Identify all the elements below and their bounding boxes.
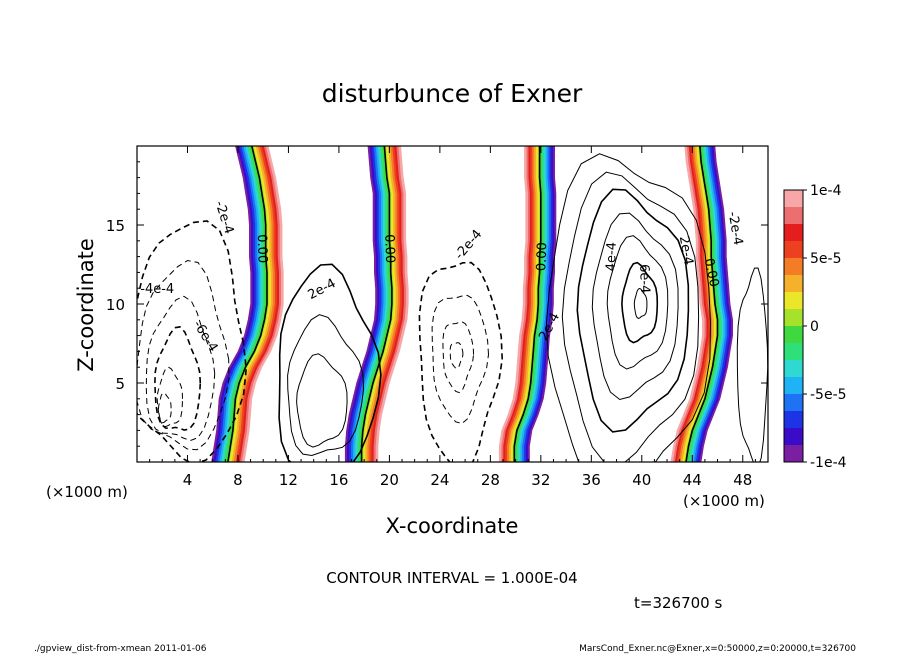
- contour-label: 6e-4: [636, 264, 652, 294]
- colorbar-tick-label: 0: [810, 319, 819, 335]
- plot-area: 0.00 0.00 0.000.00-2e-4-4e-4-6e-42e-4-2e-4…: [106, 145, 769, 489]
- contour-label: -2e-4: [725, 210, 746, 246]
- x-tick-label: 36: [582, 471, 601, 489]
- colorbar-swatch: [784, 343, 803, 361]
- negative-contour: [137, 220, 248, 462]
- zero-contour: [227, 146, 268, 462]
- footer-left: ./gpview_dist-from-xmean 2011-01-06: [34, 644, 207, 654]
- colorbar-tick-label: 5e-5: [810, 251, 841, 267]
- colorbar-swatch: [784, 275, 803, 293]
- colorbar-swatch: [784, 360, 803, 378]
- x-tick-label: 4: [183, 471, 193, 489]
- zero-contour: [513, 146, 542, 462]
- y-axis-label: Z-coordinate: [74, 238, 98, 372]
- y-tick-label: 15: [106, 217, 125, 235]
- negative-contour: [157, 392, 172, 424]
- positive-contour: [606, 235, 669, 370]
- zero-contour: [685, 146, 719, 462]
- colorbar-tick-label: 1e-4: [810, 183, 842, 199]
- contour-label: 0.00: [254, 234, 270, 263]
- contour-label: 0.00: [381, 234, 397, 263]
- x-unit-right: (×1000 m): [683, 492, 765, 510]
- contour-label: 0.00: [534, 242, 550, 271]
- colorbar-swatch: [784, 241, 803, 259]
- colorbar: 1e-4 5e-5 0 -5e-5 -1e-4: [783, 183, 847, 471]
- negative-contour: [145, 295, 216, 442]
- negative-contour: [418, 261, 504, 462]
- negative-contour: [449, 342, 464, 370]
- shaded-band-stripe: [375, 146, 409, 462]
- x-tick-label: 16: [329, 471, 348, 489]
- shaded-band-stripe: [241, 146, 284, 462]
- positive-contour: [545, 153, 712, 462]
- positive-contour: [278, 263, 382, 462]
- negative-contour: [154, 326, 202, 431]
- x-tick-label: 28: [481, 471, 500, 489]
- positive-contour: [287, 314, 365, 457]
- positive-contour: [621, 261, 659, 344]
- zero-contour: [360, 146, 393, 462]
- x-tick-label: 8: [233, 471, 243, 489]
- negative-contour: [442, 321, 475, 394]
- colorbar-swatch: [784, 445, 803, 463]
- footer-right: MarsCond_Exner.nc@Exner,x=0:50000,z=0:20…: [579, 644, 856, 654]
- contour-interval-label: CONTOUR INTERVAL = 1.000E-04: [326, 569, 577, 587]
- contour-label: -4e-4: [140, 282, 174, 297]
- colorbar-swatch: [784, 190, 803, 208]
- shaded-band-stripe: [670, 146, 705, 462]
- contour-label: 2e-4: [676, 235, 696, 266]
- colorbar-swatch: [784, 258, 803, 276]
- colorbar-tick-label: -1e-4: [810, 455, 847, 471]
- positive-contour: [576, 188, 690, 433]
- y-tick-label: 10: [106, 296, 125, 314]
- positive-contour: [296, 353, 348, 448]
- x-tick-label: 48: [733, 471, 752, 489]
- y-tick-label: 5: [115, 375, 125, 393]
- contour-label-text: 0.00: [381, 234, 397, 263]
- colorbar-swatch: [784, 207, 803, 225]
- time-label: t=326700 s: [634, 594, 722, 612]
- contour-label-text: -2e-4: [725, 210, 746, 246]
- x-unit-left: (×1000 m): [46, 483, 128, 501]
- x-tick-label: 32: [531, 471, 550, 489]
- x-tick-label: 40: [632, 471, 651, 489]
- colorbar-swatch: [784, 428, 803, 446]
- colorbar-swatch: [784, 292, 803, 310]
- chart-title: disturbunce of Exner: [322, 79, 583, 108]
- contour-label: 4e-4: [604, 242, 620, 272]
- x-tick-label: 24: [430, 471, 449, 489]
- contour-label-text: 2e-4: [676, 235, 696, 266]
- colorbar-swatch: [784, 326, 803, 344]
- colorbar-swatch: [784, 377, 803, 395]
- contour-label-text: -4e-4: [140, 282, 174, 297]
- shaded-band-stripe: [498, 146, 528, 462]
- colorbar-swatch: [784, 394, 803, 412]
- colorbar-tick-label: -5e-5: [810, 387, 847, 403]
- x-axis-label: X-coordinate: [386, 514, 519, 538]
- x-tick-label: 20: [380, 471, 399, 489]
- x-tick-label: 44: [683, 471, 702, 489]
- contour-label-text: 6e-4: [636, 264, 652, 294]
- contour-label-text: 4e-4: [604, 242, 620, 272]
- positive-contour: [561, 171, 700, 462]
- contour-label-text: 0.00: [701, 257, 722, 288]
- positive-contour: [736, 267, 768, 462]
- positive-contour: [633, 287, 648, 319]
- positive-contour: [591, 212, 679, 401]
- contour-label: 0.00: [701, 257, 722, 288]
- colorbar-swatch: [784, 411, 803, 429]
- x-tick-label: 12: [279, 471, 298, 489]
- colorbar-swatch: [784, 309, 803, 327]
- contour-label-text: 0.00: [534, 242, 550, 271]
- contour-label-text: 0.00: [254, 234, 270, 263]
- colorbar-swatch: [784, 224, 803, 242]
- negative-contour: [156, 366, 184, 428]
